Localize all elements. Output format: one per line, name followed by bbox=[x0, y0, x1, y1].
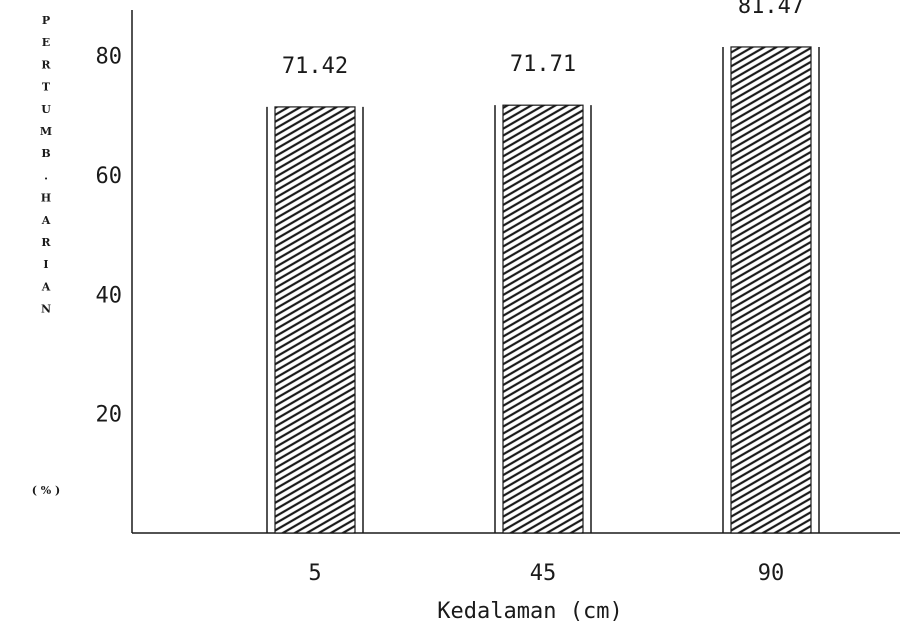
y-axis-label-letter: A bbox=[41, 280, 51, 293]
bar-value-label: 81.47 bbox=[738, 0, 804, 19]
bar-value-label: 71.42 bbox=[282, 54, 348, 79]
x-tick-labels: 5 45 90 bbox=[308, 561, 784, 586]
y-axis-label-letter: I bbox=[43, 258, 48, 271]
y-axis-label-letter: A bbox=[41, 214, 51, 227]
y-axis-label-letter: R bbox=[41, 236, 51, 249]
y-tick-label: 80 bbox=[96, 45, 123, 70]
y-axis: 20 40 60 80 bbox=[96, 10, 133, 533]
x-tick-label: 90 bbox=[758, 561, 785, 586]
y-tick-label: 40 bbox=[96, 283, 123, 308]
value-labels: 71.42 71.71 81.47 bbox=[282, 0, 804, 79]
y-axis-label-letter: ( % ) bbox=[32, 484, 61, 497]
bar-fill bbox=[274, 106, 356, 534]
y-axis-label-letter: P bbox=[42, 14, 50, 27]
y-axis-label-letter: H bbox=[41, 192, 51, 205]
y-axis-label-letter: B bbox=[41, 147, 50, 160]
y-axis-label-letter: N bbox=[41, 303, 51, 316]
x-tick-label: 45 bbox=[530, 561, 557, 586]
bars bbox=[266, 46, 820, 534]
bar-value-label: 71.71 bbox=[510, 52, 576, 77]
bar bbox=[266, 106, 364, 534]
bar bbox=[494, 104, 592, 534]
y-axis-label-letter: . bbox=[44, 169, 48, 182]
bar-fill bbox=[502, 104, 584, 534]
y-tick-label: 60 bbox=[96, 164, 123, 189]
y-axis-label-letter: E bbox=[42, 36, 50, 49]
bar-fill bbox=[730, 46, 812, 534]
y-axis-label-letter: R bbox=[41, 58, 51, 71]
y-axis-label-letter: T bbox=[42, 81, 51, 94]
y-axis-label-letter: U bbox=[41, 103, 51, 116]
y-axis-label-letter: M bbox=[40, 125, 52, 138]
x-axis-label: Kedalaman (cm) bbox=[437, 599, 622, 624]
x-tick-label: 5 bbox=[308, 561, 321, 586]
y-tick-label: 20 bbox=[96, 403, 123, 428]
bar bbox=[722, 46, 820, 534]
